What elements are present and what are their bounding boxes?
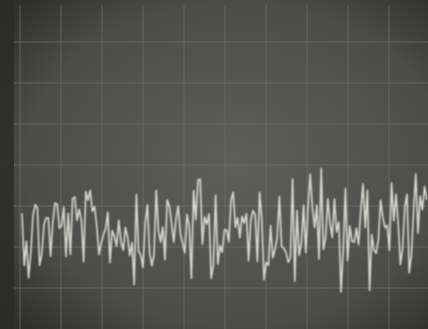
noise-trace: [21, 167, 428, 293]
graticule: [14, 5, 428, 329]
bezel-edge: [0, 0, 14, 329]
